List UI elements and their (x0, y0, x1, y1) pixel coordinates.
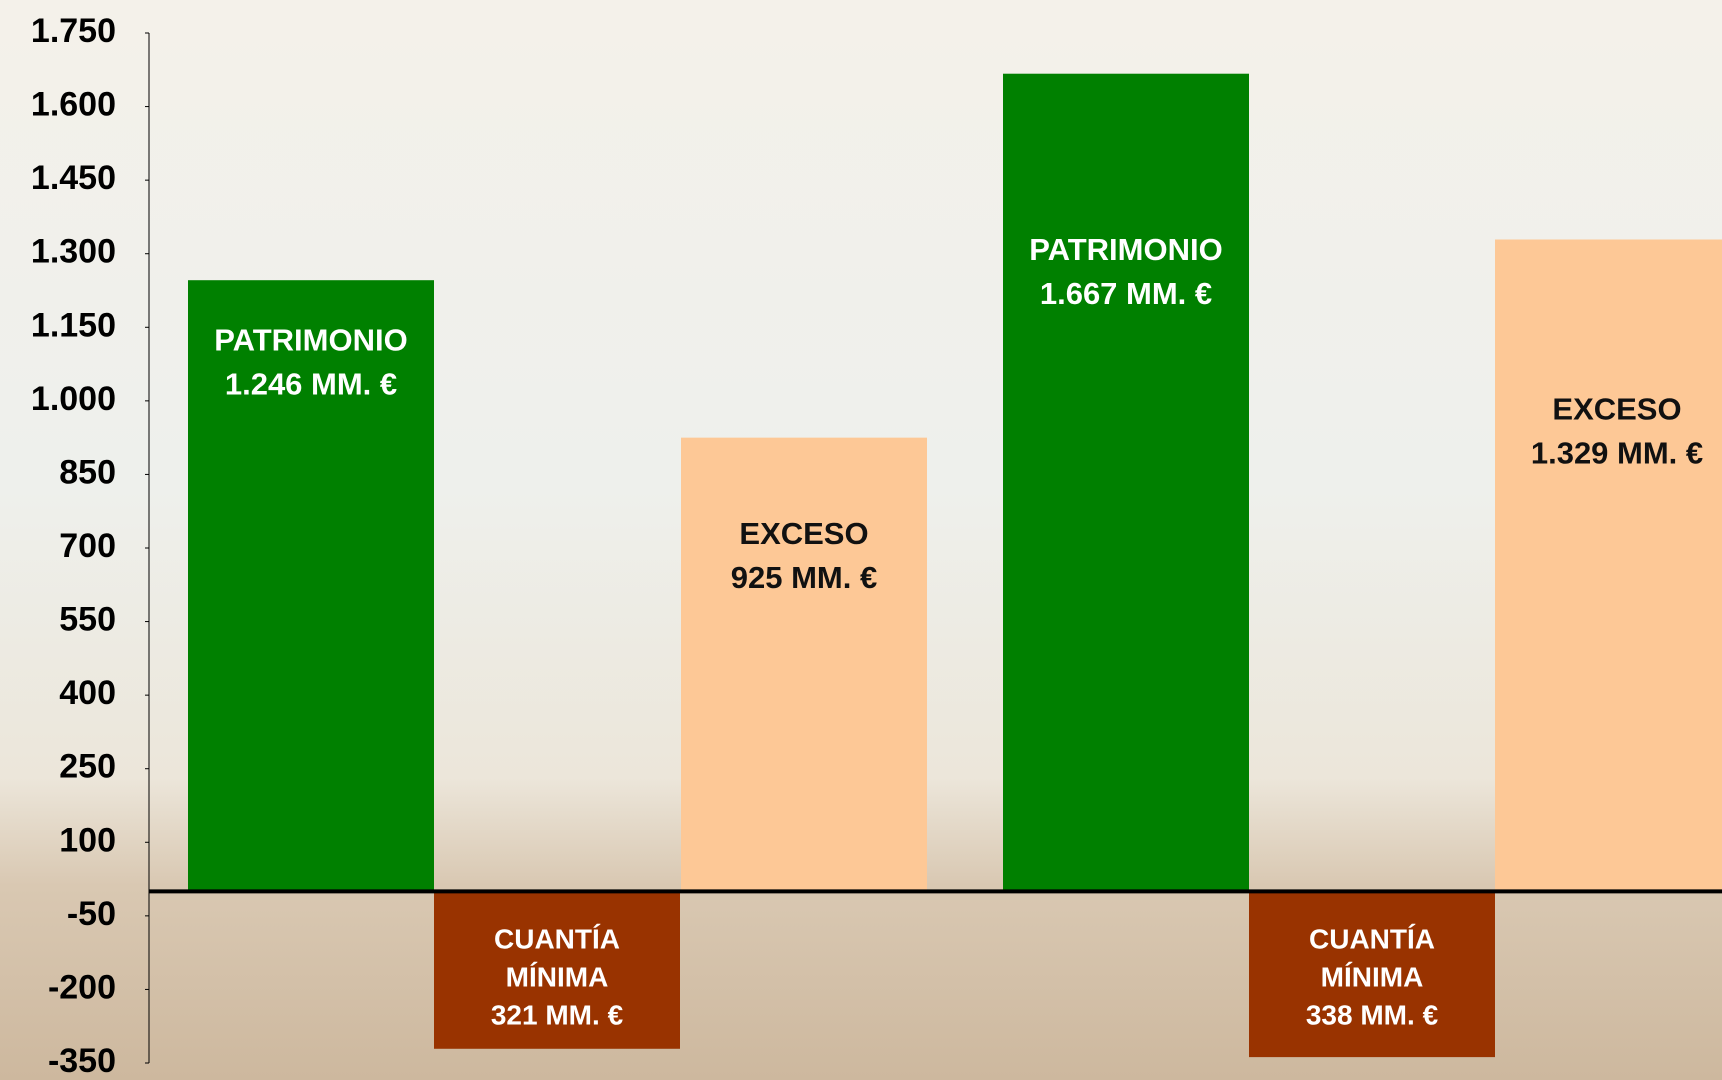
y-tick-label: 1.450 (31, 159, 116, 197)
data-label: 338 MM. € (1306, 1000, 1439, 1031)
y-tick-label: 400 (59, 674, 116, 712)
data-label: CUANTÍA (1309, 924, 1435, 955)
data-label: EXCESO (1552, 392, 1681, 427)
data-label: 1.246 MM. € (225, 366, 397, 401)
y-tick-label: 850 (59, 453, 116, 491)
y-tick-label: 1.600 (31, 86, 116, 124)
y-tick-label: 1.750 (31, 12, 116, 50)
data-label: 1.667 MM. € (1040, 276, 1212, 311)
data-label: 321 MM. € (491, 1000, 624, 1031)
data-label: MÍNIMA (1321, 962, 1424, 993)
data-label: CUANTÍA (494, 924, 620, 955)
bar (1495, 239, 1722, 892)
data-label: PATRIMONIO (1029, 232, 1222, 267)
y-tick-label: 550 (59, 601, 116, 639)
data-label: PATRIMONIO (214, 322, 407, 357)
y-tick-label: -200 (48, 968, 116, 1006)
bar (681, 437, 927, 892)
plot-area: -350 -200 -50 100 250 400 550 700 850 1.000 1.150 1… (31, 12, 1722, 1080)
y-tick-label: 250 (59, 748, 116, 786)
bar (1249, 891, 1495, 1058)
bar (434, 891, 680, 1049)
data-label: 925 MM. € (731, 560, 877, 595)
y-tick-label: 1.150 (31, 306, 116, 344)
bar (188, 280, 434, 892)
y-tick-label: -350 (48, 1042, 116, 1080)
bar (1003, 73, 1249, 892)
y-tick-label: -50 (67, 895, 116, 933)
data-label: MÍNIMA (506, 962, 609, 993)
y-tick-label: 700 (59, 527, 116, 565)
y-tick-label: 1.300 (31, 233, 116, 271)
data-label: 1.329 MM. € (1531, 436, 1703, 471)
y-tick-label: 100 (59, 821, 116, 859)
data-label: EXCESO (739, 516, 868, 551)
y-tick-label: 1.000 (31, 380, 116, 418)
